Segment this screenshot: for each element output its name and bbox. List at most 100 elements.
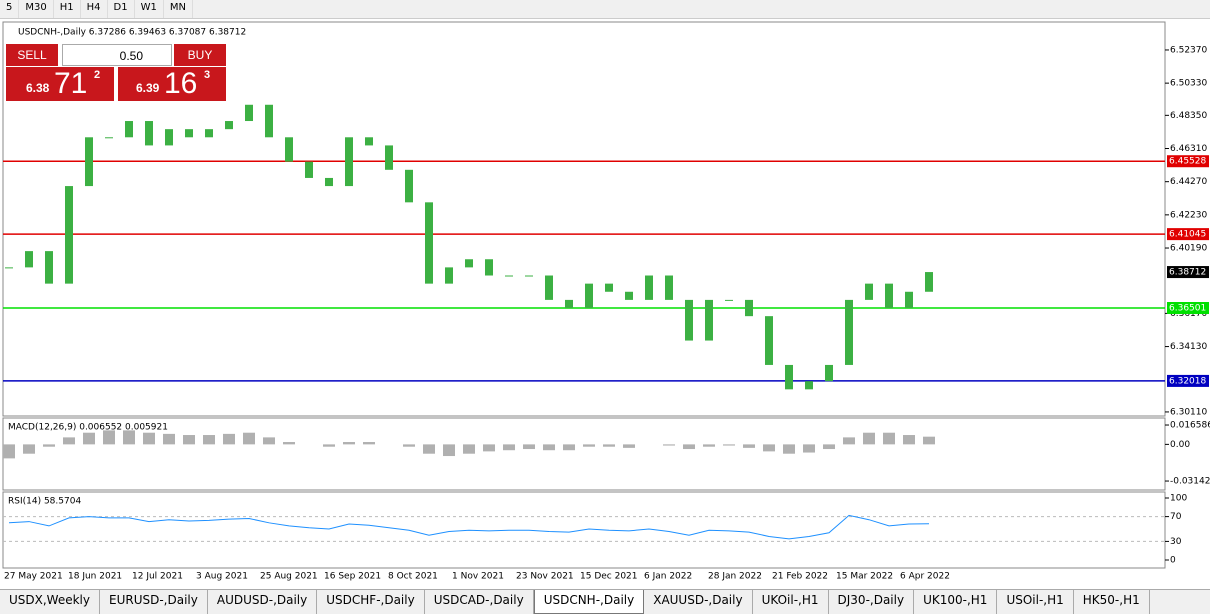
- candle: [85, 137, 93, 187]
- symbol-tab[interactable]: DJ30-,Daily: [829, 590, 915, 614]
- volume-input[interactable]: 0.50: [62, 44, 172, 66]
- y-tick-label: 70: [1170, 512, 1182, 522]
- timeframe-button[interactable]: M30: [19, 0, 54, 18]
- macd-bar: [603, 444, 615, 447]
- symbol-tabs: USDX,Weekly EURUSD-,Daily AUDUSD-,Daily USD…: [0, 589, 1210, 614]
- macd-bar: [703, 444, 715, 447]
- candle: [925, 272, 933, 292]
- y-tick-label: 6.44270: [1170, 177, 1207, 187]
- symbol-tab[interactable]: USOil-,H1: [997, 590, 1074, 614]
- candle: [145, 121, 153, 146]
- y-tick-label: 0: [1170, 556, 1176, 566]
- bid-quote[interactable]: 6.38 71 2: [6, 67, 114, 101]
- y-tick-label: 0.00: [1170, 440, 1190, 450]
- level-label-bg: [1167, 374, 1209, 387]
- timeframe-button[interactable]: MN: [164, 0, 193, 18]
- macd-header: MACD(12,26,9) 0.006552 0.005921: [8, 423, 168, 433]
- timeframe-toolbar: 5 M30 H1 H4 D1 W1 MN: [0, 0, 1210, 19]
- level-label-bg: [1167, 155, 1209, 168]
- bid-prefix: 6.38: [26, 81, 50, 95]
- candle: [625, 291, 633, 300]
- y-tick-label: 6.52370: [1170, 45, 1207, 55]
- symbol-tab[interactable]: USDCNH-,Daily: [533, 590, 645, 614]
- candle: [5, 267, 13, 269]
- timeframe-button[interactable]: D1: [108, 0, 135, 18]
- candle: [165, 129, 173, 146]
- candle: [725, 299, 733, 301]
- symbol-tab[interactable]: UKOil-,H1: [753, 590, 829, 614]
- macd-bar: [83, 432, 95, 445]
- macd-bar: [923, 436, 935, 445]
- main-frame: [2, 21, 1166, 417]
- symbol-tab[interactable]: USDX,Weekly: [0, 590, 100, 614]
- candle: [345, 137, 353, 187]
- macd-bar: [623, 444, 635, 448]
- level-label-bg: [1167, 228, 1209, 241]
- macd-bar: [123, 430, 135, 445]
- y-tick-label: 6.40190: [1170, 244, 1207, 254]
- candle: [865, 283, 873, 300]
- candle: [565, 299, 573, 309]
- x-tick-label: 12 Jul 2021: [132, 572, 183, 582]
- macd-bar: [903, 435, 915, 445]
- timeframe-button[interactable]: 5: [0, 0, 20, 18]
- macd-bar: [103, 430, 115, 445]
- macd-bar: [563, 444, 575, 451]
- y-tick-label: 0.016586: [1170, 421, 1210, 431]
- macd-bar: [43, 444, 55, 447]
- y-tick-label: 6.50330: [1170, 79, 1207, 89]
- symbol-tab[interactable]: AUDUSD-,Daily: [208, 590, 318, 614]
- current-price: 6.38712: [1169, 268, 1206, 278]
- macd-bar: [683, 444, 695, 450]
- timeframe-button[interactable]: W1: [135, 0, 164, 18]
- x-tick-label: 21 Feb 2022: [772, 572, 828, 582]
- macd-bar: [223, 433, 235, 445]
- macd-bar: [363, 442, 375, 445]
- chart: USDCNH-,Daily 6.37286 6.39463 6.37087 6.…: [2, 21, 1210, 582]
- candle: [125, 121, 133, 138]
- symbol-tab[interactable]: EURUSD-,Daily: [100, 590, 208, 614]
- macd-bar: [663, 444, 675, 446]
- level-label: 6.45528: [1169, 157, 1206, 167]
- macd-bar: [263, 437, 275, 445]
- timeframe-button[interactable]: H4: [81, 0, 108, 18]
- ask-prefix: 6.39: [136, 81, 160, 95]
- rsi-line: [8, 514, 930, 540]
- level-label: 6.32018: [1169, 376, 1206, 386]
- macd-bar: [483, 444, 495, 452]
- macd-bar: [283, 442, 295, 445]
- x-tick-label: 25 Aug 2021: [260, 572, 318, 582]
- candle: [265, 104, 273, 138]
- sell-button[interactable]: SELL: [6, 44, 58, 66]
- candle: [425, 202, 433, 284]
- price-label-bg: [1167, 266, 1209, 279]
- macd-bar: [743, 444, 755, 448]
- candle: [25, 251, 33, 268]
- x-tick-label: 15 Mar 2022: [836, 572, 893, 582]
- ask-quote[interactable]: 6.39 16 3: [118, 67, 226, 101]
- candle: [525, 275, 533, 277]
- symbol-tab[interactable]: HK50-,H1: [1074, 590, 1150, 614]
- buy-button[interactable]: BUY: [174, 44, 226, 66]
- symbol-tab[interactable]: UK100-,H1: [914, 590, 998, 614]
- x-tick-label: 23 Nov 2021: [516, 572, 574, 582]
- symbol-tab[interactable]: USDCAD-,Daily: [425, 590, 534, 614]
- x-tick-label: 16 Sep 2021: [324, 572, 381, 582]
- timeframe-button[interactable]: H1: [54, 0, 81, 18]
- ask-big: 16: [164, 67, 198, 100]
- candle: [825, 364, 833, 382]
- macd-bar: [423, 444, 435, 454]
- y-tick-label: 6.30110: [1170, 407, 1207, 417]
- candle: [245, 104, 253, 122]
- level-label: 6.36501: [1169, 304, 1206, 314]
- candle: [785, 364, 793, 390]
- macd-bar: [843, 437, 855, 445]
- symbol-tab[interactable]: USDCHF-,Daily: [317, 590, 425, 614]
- macd-frame: [2, 417, 1166, 491]
- symbol-tab[interactable]: XAUUSD-,Daily: [644, 590, 753, 614]
- macd-bar: [523, 444, 535, 450]
- rsi-header: RSI(14) 58.5704: [8, 497, 81, 507]
- x-tick-label: 27 May 2021: [4, 572, 63, 582]
- macd-bar: [23, 444, 35, 454]
